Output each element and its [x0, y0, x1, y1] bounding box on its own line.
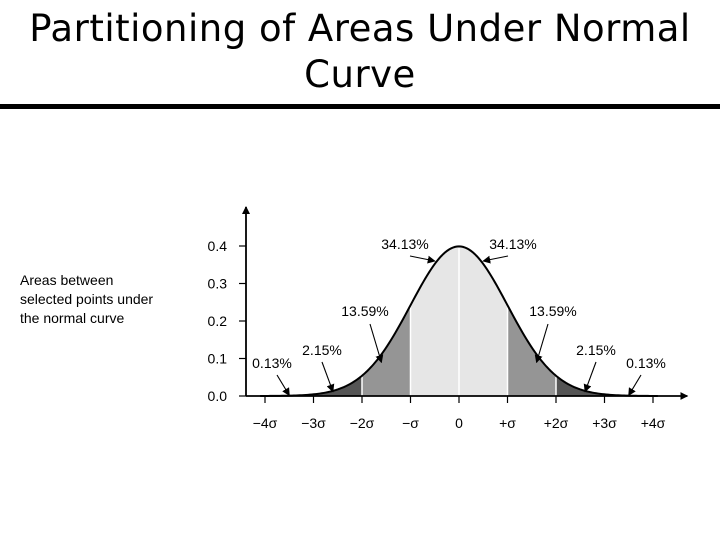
region-7 [556, 375, 605, 396]
x-tick-label: +3σ [592, 415, 617, 431]
annotation-label: 2.15% [302, 342, 342, 358]
side-description-line: Areas between [20, 272, 113, 288]
region-5 [459, 246, 508, 396]
normal-curve-line [260, 245, 658, 397]
x-tick-label: −2σ [350, 415, 375, 431]
annotation-arrow [276, 374, 290, 397]
x-tick-label: −3σ [301, 415, 326, 431]
region-4 [410, 246, 459, 396]
annotation-label: 34.13% [381, 236, 428, 252]
annotation-arrow [628, 374, 642, 397]
x-tick-label: 0 [455, 415, 463, 431]
x-tick-label: +2σ [544, 415, 569, 431]
y-tick-label: 0.4 [208, 238, 228, 254]
title-divider [0, 104, 720, 109]
annotation-label: 13.59% [529, 303, 576, 319]
annotation-arrow [534, 323, 549, 364]
side-description-line: selected points under [20, 291, 153, 307]
annotation-arrow [409, 255, 436, 264]
y-tick-label: 0.3 [208, 276, 228, 292]
annotation-label: 0.13% [252, 355, 292, 371]
annotation-arrow [321, 361, 335, 393]
y-tick-label: 0.2 [208, 313, 228, 329]
side-description-line: the normal curve [20, 310, 124, 326]
annotation-arrow [482, 255, 509, 264]
annotation-arrow [369, 323, 384, 364]
annotation-arrow [583, 361, 597, 393]
x-tick-label: −σ [402, 415, 419, 431]
x-tick-label: +σ [499, 415, 516, 431]
region-2 [313, 375, 362, 396]
annotation-label: 34.13% [489, 236, 536, 252]
slide-title-line-2: Curve [304, 53, 416, 96]
y-tick-label: 0.1 [208, 351, 228, 367]
x-tick-label: −4σ [253, 415, 278, 431]
slide-title-line-1: Partitioning of Areas Under Normal [29, 7, 691, 50]
x-tick-label: +4σ [641, 415, 666, 431]
annotation-label: 2.15% [576, 342, 616, 358]
annotation-label: 0.13% [626, 355, 666, 371]
slide-title: Partitioning of Areas Under Normal Curve [0, 6, 720, 98]
annotation-label: 13.59% [341, 303, 388, 319]
y-tick-label: 0.0 [208, 388, 228, 404]
